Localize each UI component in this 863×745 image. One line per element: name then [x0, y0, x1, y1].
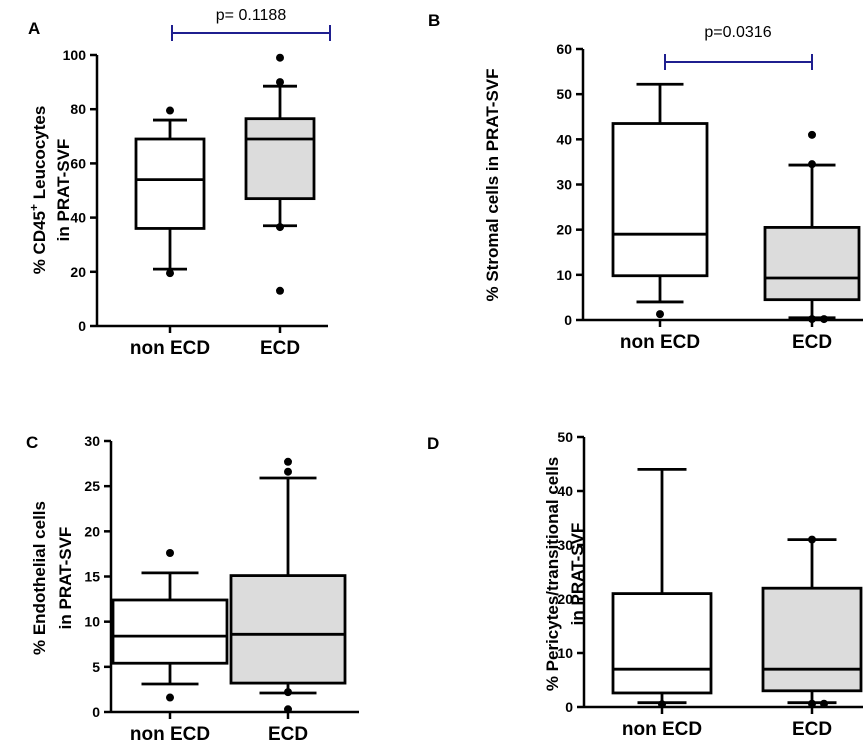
- y-tick-label-d: 30: [557, 537, 573, 553]
- outlier-point-d-ecd: [820, 699, 828, 708]
- outlier-point-b-ecd: [808, 315, 816, 324]
- y-axis-title-c: % Endothelial cells: [30, 501, 49, 655]
- panel-label-a: A: [28, 19, 40, 38]
- outlier-point-c-ecd: [284, 467, 292, 476]
- outlier-point-c-non-ecd: [166, 693, 174, 702]
- outlier-point-b-non-ecd: [656, 310, 664, 319]
- y-tick-label-c: 0: [92, 704, 100, 720]
- outlier-point-c-ecd: [284, 705, 292, 714]
- y-axis-title-line2-d: in PRAT-SVF: [568, 523, 587, 626]
- y-tick-label-c: 25: [84, 478, 100, 494]
- y-tick-label-d: 50: [557, 429, 573, 445]
- y-tick-label-a: 100: [63, 47, 87, 63]
- y-tick-label-a: 0: [78, 318, 86, 334]
- panel-c: C 0 5 10 15 20 25 30 non ECD ECD % Endothelial cel…: [26, 433, 359, 745]
- box-b-ecd: [763, 226, 861, 302]
- p-value-label-b: p=0.0316: [704, 24, 771, 41]
- outlier-point-d-ecd: [808, 699, 816, 708]
- y-axis-title-line2-c: in PRAT-SVF: [56, 527, 75, 630]
- y-tick-label-b: 50: [556, 86, 572, 102]
- y-tick-label-c: 10: [84, 614, 100, 630]
- y-tick-label-d: 40: [557, 483, 573, 499]
- y-tick-label-a: 60: [70, 155, 86, 171]
- y-axis-title-line2-a: in PRAT-SVF: [54, 139, 73, 242]
- outlier-point-a-ecd: [276, 53, 284, 62]
- y-tick-label-b: 60: [556, 41, 572, 57]
- box-a-ecd: [244, 117, 316, 201]
- outlier-point-a-non-ecd: [166, 106, 174, 115]
- outlier-point-a-ecd: [276, 78, 284, 87]
- y-axis-title-d: % Pericytes/transitional cells: [543, 457, 562, 691]
- box-a-non-ecd: [134, 137, 206, 230]
- outlier-point-a-non-ecd: [166, 269, 174, 278]
- p-value-label-a: p= 0.1188: [216, 7, 287, 24]
- x-tick-label-c-ecd: ECD: [268, 724, 308, 745]
- x-tick-label-d-non-ecd: non ECD: [622, 719, 702, 740]
- outlier-point-c-ecd: [284, 688, 292, 697]
- y-tick-label-c: 30: [84, 433, 100, 449]
- y-tick-label-a: 40: [70, 210, 86, 226]
- panel-label-c: C: [26, 433, 38, 452]
- y-tick-label-d: 10: [557, 645, 573, 661]
- box-c-non-ecd: [111, 598, 229, 665]
- y-tick-label-b: 30: [556, 177, 572, 193]
- y-tick-label-d: 0: [565, 699, 573, 715]
- panel-a: A 0 20 40 60 80 100 non ECD ECD % CD45+ Leucocyte…: [27, 7, 331, 359]
- box-d-ecd: [761, 586, 863, 693]
- panel-b: B 0 10 20 30 40 50 60 non ECD ECD % Stromal cells …: [428, 11, 863, 353]
- x-tick-label-a-non-ecd: non ECD: [130, 338, 210, 359]
- outlier-point-a-ecd: [276, 286, 284, 295]
- y-tick-label-b: 0: [564, 312, 572, 328]
- y-axis-title-b: % Stromal cells in PRAT-SVF: [483, 68, 502, 301]
- box-d-non-ecd: [611, 592, 713, 695]
- x-tick-label-d-ecd: ECD: [792, 719, 832, 740]
- x-tick-label-c-non-ecd: non ECD: [130, 724, 210, 745]
- box-c-ecd: [229, 574, 347, 685]
- outlier-point-b-ecd: [808, 130, 816, 139]
- panel-d: D 0 10 20 30 40 50 non ECD ECD % Pericytes/transi…: [427, 429, 863, 740]
- outlier-point-b-ecd: [820, 315, 828, 324]
- box-b-non-ecd: [611, 122, 709, 278]
- panel-label-d: D: [427, 434, 439, 453]
- outlier-point-d-ecd: [808, 535, 816, 544]
- panel-label-b: B: [428, 11, 440, 30]
- outlier-point-c-ecd: [284, 457, 292, 466]
- outlier-point-d-non-ecd: [658, 700, 666, 709]
- x-tick-label-a-ecd: ECD: [260, 338, 300, 359]
- y-tick-label-b: 10: [556, 267, 572, 283]
- x-tick-label-b-non-ecd: non ECD: [620, 332, 700, 353]
- y-tick-label-b: 40: [556, 131, 572, 147]
- outlier-point-b-ecd: [808, 160, 816, 169]
- y-tick-label-a: 20: [70, 264, 86, 280]
- y-tick-label-c: 20: [84, 523, 100, 539]
- y-tick-label-b: 20: [556, 222, 572, 238]
- y-tick-label-a: 80: [70, 101, 86, 117]
- outlier-point-c-non-ecd: [166, 549, 174, 558]
- y-tick-label-c: 15: [84, 569, 100, 585]
- x-tick-label-b-ecd: ECD: [792, 332, 832, 353]
- y-axis-title-a: % CD45+ Leucocytes: [27, 106, 49, 275]
- y-tick-label-c: 5: [92, 659, 100, 675]
- y-tick-label-d: 20: [557, 591, 573, 607]
- outlier-point-a-ecd: [276, 223, 284, 232]
